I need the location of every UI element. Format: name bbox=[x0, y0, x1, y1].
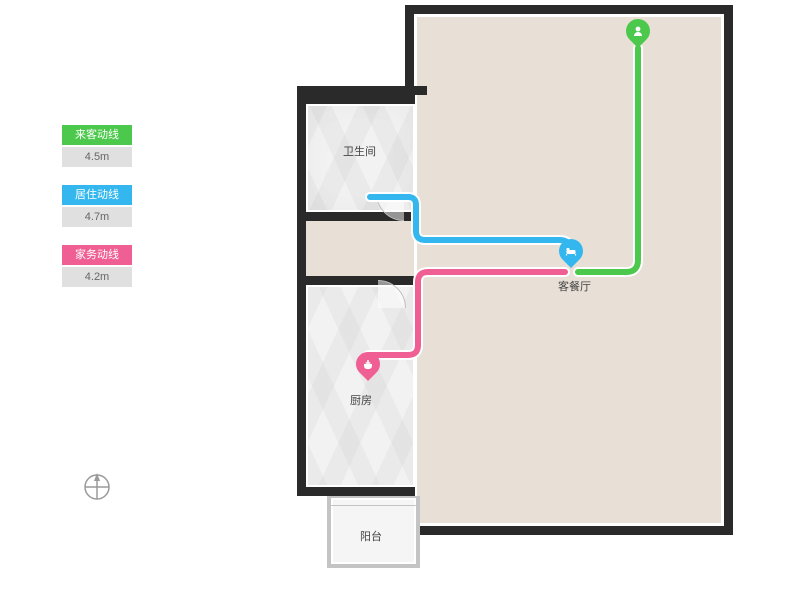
legend-item-guest: 来客动线 4.5m bbox=[62, 125, 132, 167]
legend-item-living: 居住动线 4.7m bbox=[62, 185, 132, 227]
legend: 来客动线 4.5m 居住动线 4.7m 家务动线 4.2m bbox=[62, 125, 132, 305]
legend-value-chores: 4.2m bbox=[62, 267, 132, 287]
marker-living bbox=[559, 239, 583, 269]
corridor bbox=[297, 221, 415, 276]
floor-plan: 卫生间 厨房 客餐厅 阳台 bbox=[290, 0, 760, 600]
label-bathroom: 卫生间 bbox=[343, 143, 376, 159]
label-living: 客餐厅 bbox=[558, 278, 591, 294]
marker-guest bbox=[626, 19, 650, 49]
legend-value-living: 4.7m bbox=[62, 207, 132, 227]
wall-segment bbox=[297, 86, 427, 95]
legend-value-guest: 4.5m bbox=[62, 147, 132, 167]
legend-item-chores: 家务动线 4.2m bbox=[62, 245, 132, 287]
room-kitchen bbox=[297, 276, 415, 496]
legend-swatch-living: 居住动线 bbox=[62, 185, 132, 205]
compass-icon bbox=[80, 470, 114, 509]
label-kitchen: 厨房 bbox=[350, 392, 372, 408]
marker-chores bbox=[356, 352, 380, 382]
room-living bbox=[405, 5, 733, 535]
legend-swatch-chores: 家务动线 bbox=[62, 245, 132, 265]
label-balcony: 阳台 bbox=[360, 528, 382, 544]
wall-segment bbox=[405, 221, 414, 276]
legend-swatch-guest: 来客动线 bbox=[62, 125, 132, 145]
